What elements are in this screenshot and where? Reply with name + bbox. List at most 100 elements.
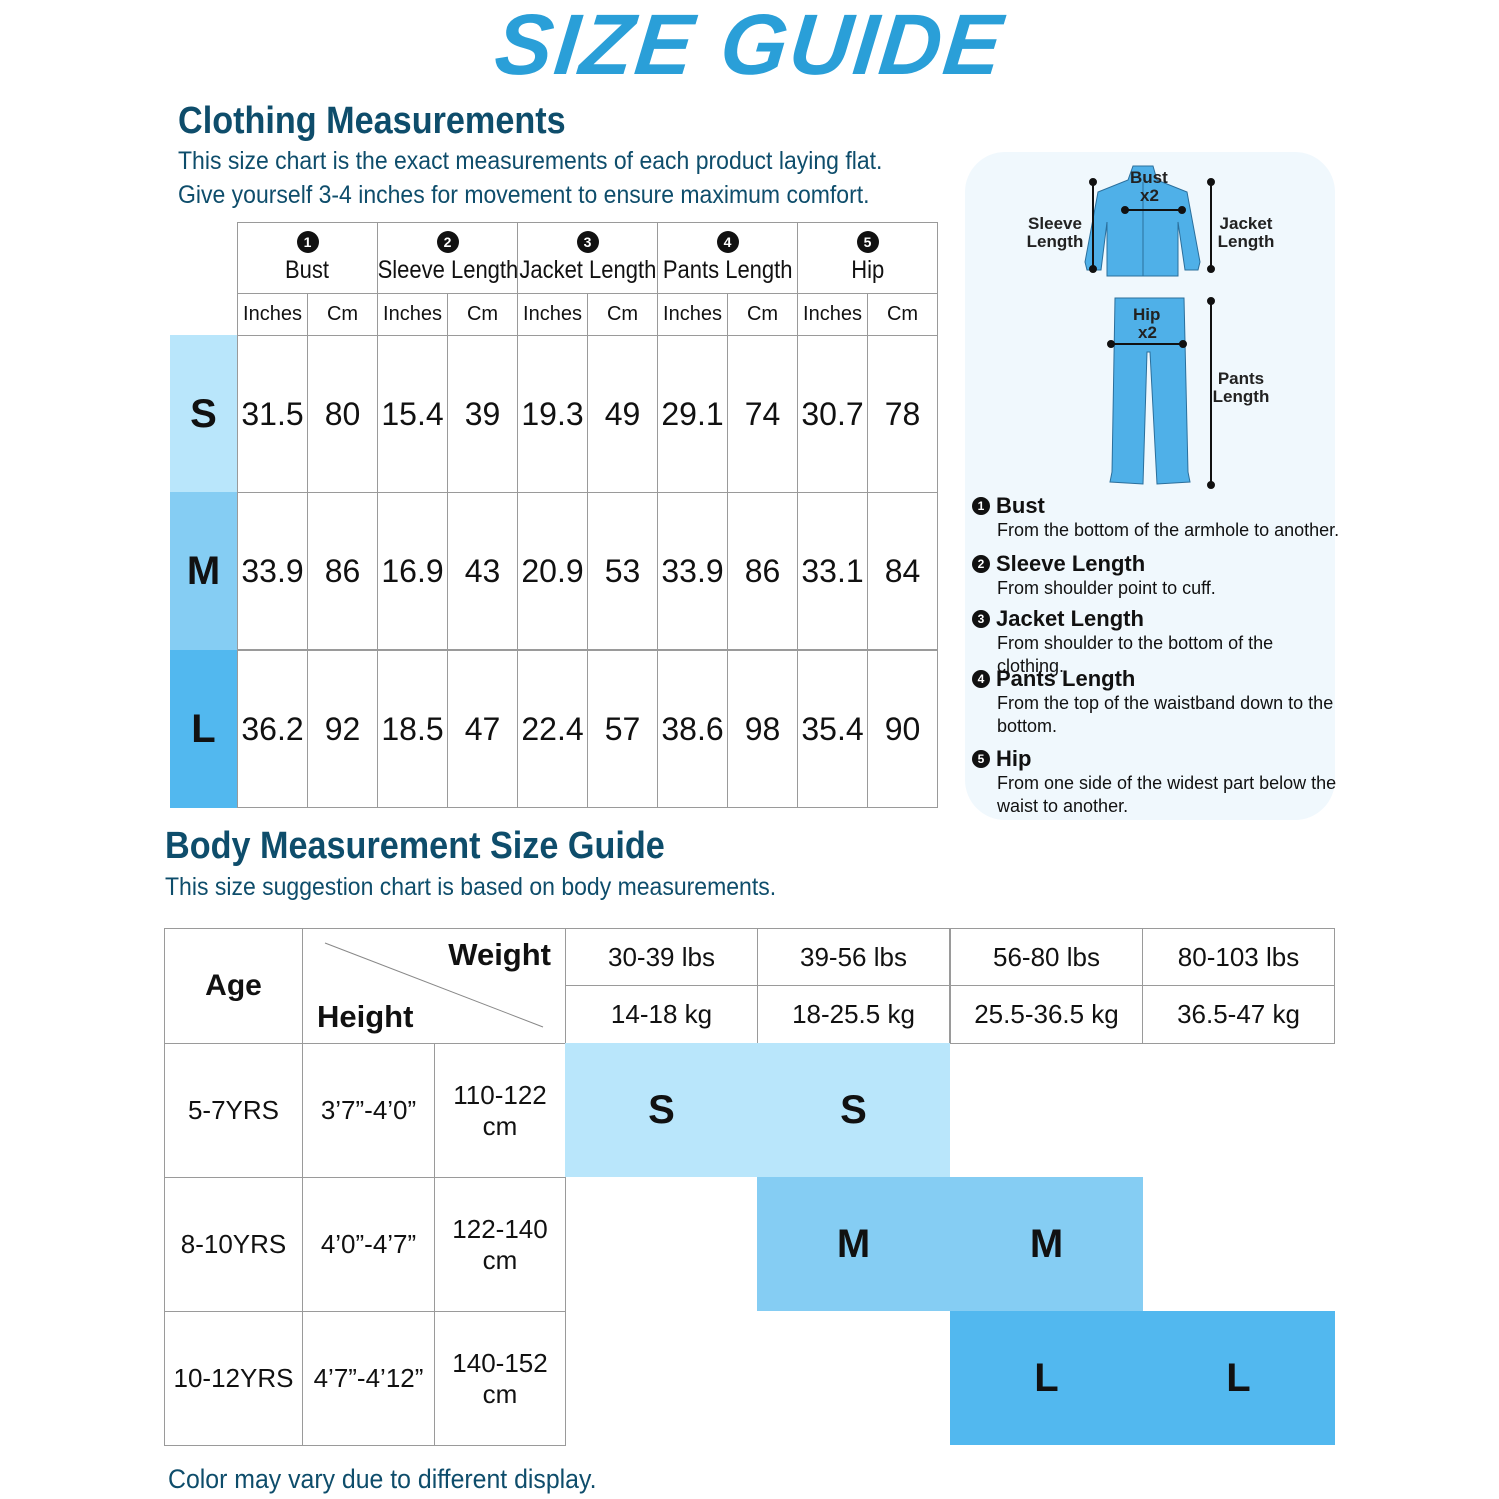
age-cell: 8-10YRS [164, 1177, 303, 1312]
table-cell: 80 [307, 335, 378, 493]
table-cell: 86 [307, 492, 378, 650]
size-label: M [170, 492, 237, 650]
number-badge: 1 [296, 231, 319, 253]
column-header-hip: 5 Hip [797, 222, 938, 294]
unit-header: Inches [377, 293, 448, 336]
definition-desc: From the bottom of the armhole to anothe… [997, 520, 1340, 540]
table-cell: 57 [587, 650, 658, 808]
table-cell: 98 [727, 650, 798, 808]
definition-item: 2 Sleeve Length From shoulder point to cuf… [972, 551, 1342, 600]
diagonal-divider [324, 942, 544, 1028]
recommended-size: L [1142, 1311, 1335, 1445]
column-header-sleeve-length: 2 Sleeve Length [377, 222, 518, 294]
number-badge: 3 [972, 610, 990, 628]
table-cell: 84 [867, 492, 938, 650]
height-cm-cell: 122-140 cm [434, 1177, 566, 1312]
table-cell: 39 [447, 335, 518, 493]
recommended-size: L [950, 1311, 1143, 1445]
definition-desc: From shoulder point to cuff. [997, 578, 1216, 598]
table-cell: 92 [307, 650, 378, 808]
table-cell: 16.9 [377, 492, 448, 650]
definition-item: 5 Hip From one side of the widest part bel… [972, 746, 1342, 818]
height-label: Height [317, 999, 414, 1034]
unit-header: Inches [237, 293, 308, 336]
height-in-cell: 3’7”-4’0” [302, 1043, 435, 1178]
number-badge: 2 [972, 555, 990, 573]
weight-lbs-header: 39-56 lbs [757, 928, 950, 986]
height-cm-cell: 110-122 cm [434, 1043, 566, 1178]
weight-kg-header: 18-25.5 kg [757, 985, 950, 1044]
unit-header: Cm [307, 293, 378, 336]
jacket-label: Jacket Length [1217, 214, 1275, 251]
table-cell: 35.4 [797, 650, 868, 808]
table-cell: 18.5 [377, 650, 448, 808]
unit-header: Cm [727, 293, 798, 336]
definition-title: 4 Pants Length [972, 666, 1342, 692]
column-label: Jacket Length [519, 256, 657, 284]
table-cell: 78 [867, 335, 938, 493]
age-cell: 10-12YRS [164, 1311, 303, 1446]
number-badge: 3 [576, 231, 599, 253]
age-header: Age [164, 928, 303, 1044]
column-label: Pants Length [662, 256, 793, 284]
definition-title: 1 Bust [972, 493, 1342, 519]
bust-x2-label: x2 [1140, 186, 1159, 205]
table-cell: 33.9 [237, 492, 308, 650]
number-badge: 4 [972, 670, 990, 688]
unit-header: Inches [797, 293, 868, 336]
number-badge: 5 [972, 750, 990, 768]
definition-title: 2 Sleeve Length [972, 551, 1342, 577]
unit-header: Cm [867, 293, 938, 336]
clothing-heading: Clothing Measurements [178, 100, 566, 142]
bust-label: Bust [1130, 168, 1168, 187]
weight-lbs-header: 30-39 lbs [565, 928, 758, 986]
definition-item: 1 Bust From the bottom of the armhole to a… [972, 493, 1342, 542]
pants-label: Pants Length [1212, 369, 1270, 406]
definition-desc: From shoulder to the bottom of the cloth… [997, 633, 1274, 676]
recommended-size: M [757, 1177, 950, 1311]
table-cell: 30.7 [797, 335, 868, 493]
table-cell: 47 [447, 650, 518, 808]
recommended-size: M [950, 1177, 1143, 1311]
column-header-pants-length: 4 Pants Length [657, 222, 798, 294]
column-label: Bust [285, 256, 330, 284]
table-cell: 36.2 [237, 650, 308, 808]
table-cell: 15.4 [377, 335, 448, 493]
definition-desc: From the top of the waistband down to th… [997, 693, 1334, 736]
body-subtitle: This size suggestion chart is based on b… [165, 873, 777, 901]
hip-label: Hip [1133, 305, 1161, 324]
number-badge: 2 [436, 231, 459, 253]
size-label: S [170, 335, 237, 493]
definition-title-text: Jacket Length [996, 606, 1144, 631]
column-header-jacket-length: 3 Jacket Length [517, 222, 658, 294]
height-in-cell: 4’0”-4’7” [302, 1177, 435, 1312]
table-cell: 43 [447, 492, 518, 650]
definition-item: 3 Jacket Length From shoulder to the botto… [972, 606, 1342, 678]
definition-title-text: Sleeve Length [996, 551, 1146, 576]
table-cell: 33.9 [657, 492, 728, 650]
definition-title-text: Hip [996, 746, 1032, 771]
table-cell: 53 [587, 492, 658, 650]
weight-label: Weight [448, 937, 551, 972]
table-cell: 22.4 [517, 650, 588, 808]
sleeve-label: Sleeve Length [1026, 214, 1084, 251]
definition-item: 4 Pants Length From the top of the waistba… [972, 666, 1342, 738]
recommended-size: S [757, 1043, 950, 1177]
body-heading: Body Measurement Size Guide [165, 825, 665, 867]
number-badge: 4 [716, 231, 739, 253]
table-cell: 29.1 [657, 335, 728, 493]
table-cell: 20.9 [517, 492, 588, 650]
hip-x2-label: x2 [1138, 323, 1157, 342]
unit-header: Cm [587, 293, 658, 336]
table-cell: 49 [587, 335, 658, 493]
table-cell: 74 [727, 335, 798, 493]
table-cell: 19.3 [517, 335, 588, 493]
footer-note: Color may vary due to different display. [168, 1464, 597, 1494]
unit-header: Inches [517, 293, 588, 336]
weight-height-header: Weight Height [302, 928, 566, 1044]
weight-lbs-header: 80-103 lbs [1142, 928, 1335, 986]
table-cell: 38.6 [657, 650, 728, 808]
size-guide-title: SIZE GUIDE [490, 0, 1009, 93]
unit-header: Inches [657, 293, 728, 336]
number-badge: 5 [856, 231, 879, 253]
